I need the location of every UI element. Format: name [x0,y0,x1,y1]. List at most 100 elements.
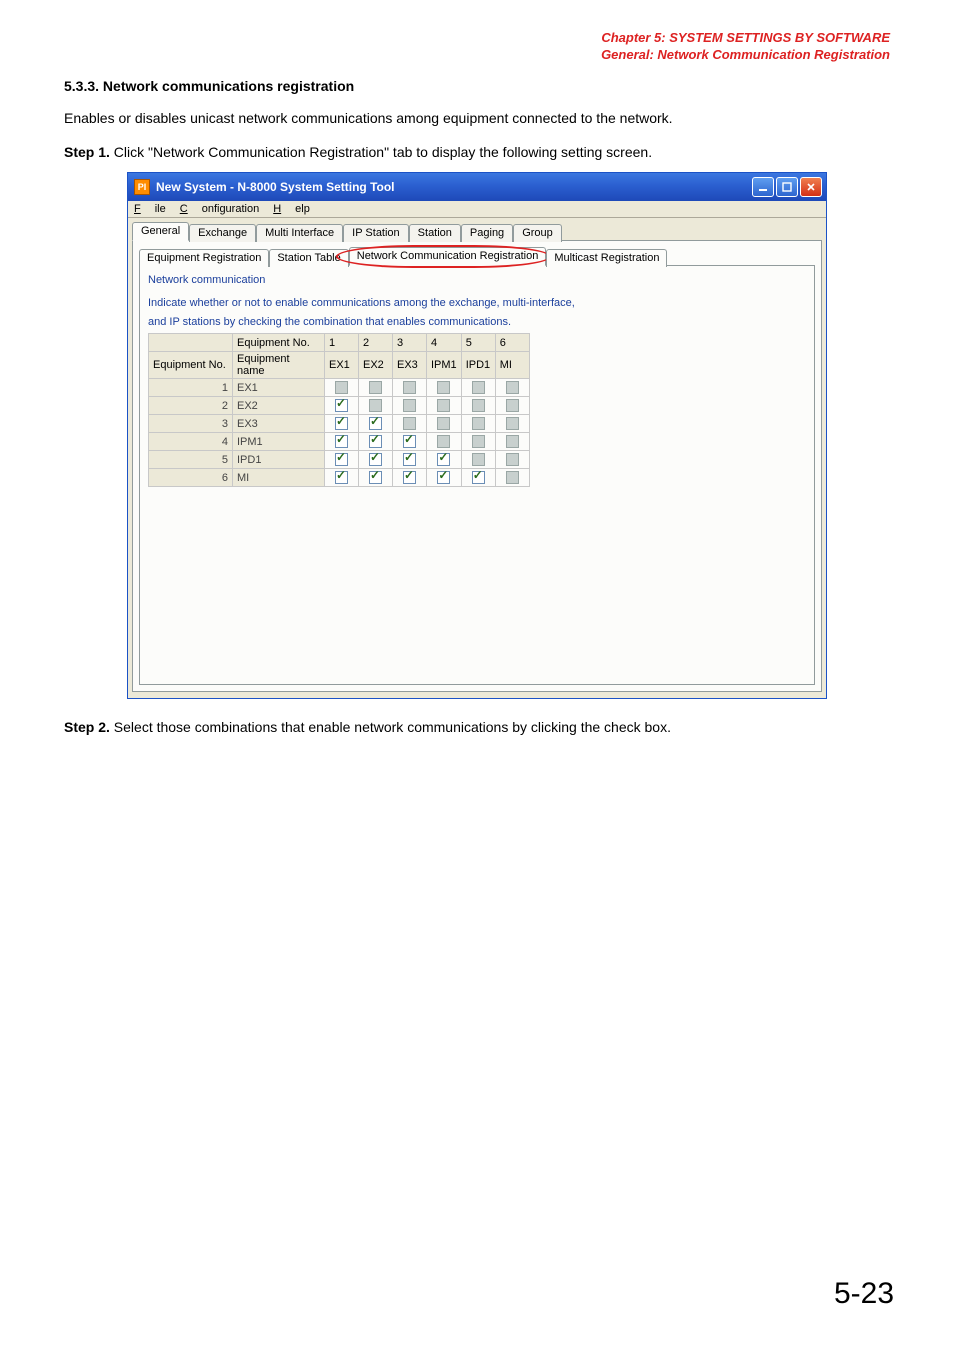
window-close-button[interactable] [800,177,822,197]
checkbox [472,417,485,430]
checkbox[interactable] [335,399,348,412]
checkbox [403,381,416,394]
cell-ex1-ipm1 [427,379,462,397]
table-row: 5IPD1 [149,451,530,469]
tab-multi-interface[interactable]: Multi Interface [256,224,343,242]
checkbox[interactable] [403,453,416,466]
cell-ex3-ex3 [393,415,427,433]
th-top-left-label: Equipment No. [233,334,325,352]
tab-exchange[interactable]: Exchange [189,224,256,242]
menu-configuration[interactable]: Configuration [180,203,259,215]
row-name: IPD1 [233,451,325,469]
menu-help[interactable]: Help [273,203,310,215]
checkbox [472,399,485,412]
th-row-header-no: Equipment No. [149,352,233,379]
inner-tabpanel: Network communication Indicate whether o… [139,265,815,685]
row-name: MI [233,469,325,487]
checkbox[interactable] [369,435,382,448]
step-2-text: Select those combinations that enable ne… [114,719,671,735]
checkbox [506,381,519,394]
titlebar[interactable]: PI New System - N-8000 System Setting To… [128,173,826,201]
window-title: New System - N-8000 System Setting Tool [156,180,752,194]
cell-mi-ex2 [359,469,393,487]
window-maximize-button[interactable] [776,177,798,197]
subtab-station-table[interactable]: Station Table [269,249,348,267]
checkbox[interactable] [369,471,382,484]
checkbox [403,399,416,412]
checkbox[interactable] [335,417,348,430]
checkbox [506,471,519,484]
checkbox[interactable] [369,417,382,430]
checkbox [472,453,485,466]
tab-ip-station[interactable]: IP Station [343,224,409,242]
outer-tabstrip: GeneralExchangeMulti InterfaceIP Station… [132,222,822,241]
table-row: 6MI [149,469,530,487]
th-col-name-ex1: EX1 [325,352,359,379]
chapter-line2: General: Network Communication Registrat… [64,47,890,64]
tab-station[interactable]: Station [409,224,461,242]
step-2-label: Step 2. [64,719,110,735]
cell-ipm1-ipm1 [427,433,462,451]
explain-line2: and IP stations by checking the combinat… [148,315,806,330]
menubar: File Configuration Help [128,201,826,218]
cell-ipd1-ipd1 [461,451,495,469]
row-no: 2 [149,397,233,415]
checkbox[interactable] [403,471,416,484]
cell-ex1-ex1 [325,379,359,397]
cell-ipd1-ex3 [393,451,427,469]
tab-general[interactable]: General [132,222,189,241]
th-col-name-mi: MI [495,352,529,379]
th-col-number-4: 4 [427,334,462,352]
table-row: 4IPM1 [149,433,530,451]
network-communication-table: Equipment No.123456Equipment No.Equipmen… [148,333,530,487]
checkbox[interactable] [335,435,348,448]
row-no: 1 [149,379,233,397]
th-col-number-6: 6 [495,334,529,352]
checkbox[interactable] [437,471,450,484]
th-col-number-2: 2 [359,334,393,352]
checkbox[interactable] [335,471,348,484]
cell-mi-ex3 [393,469,427,487]
th-col-name-ipd1: IPD1 [461,352,495,379]
checkbox [506,417,519,430]
cell-ex3-ipm1 [427,415,462,433]
cell-ex2-ex2 [359,397,393,415]
row-name: EX1 [233,379,325,397]
step-1: Step 1. Click "Network Communication Reg… [64,144,890,160]
tab-group[interactable]: Group [513,224,562,242]
subtab-equipment-registration[interactable]: Equipment Registration [139,249,269,267]
step-2: Step 2. Select those combinations that e… [64,719,890,735]
chapter-header: Chapter 5: SYSTEM SETTINGS BY SOFTWARE G… [64,30,890,64]
window-minimize-button[interactable] [752,177,774,197]
cell-ex3-ipd1 [461,415,495,433]
cell-ex1-ex3 [393,379,427,397]
checkbox[interactable] [369,453,382,466]
cell-ex2-ipm1 [427,397,462,415]
checkbox [437,381,450,394]
app-window: PI New System - N-8000 System Setting To… [127,172,827,699]
checkbox [403,417,416,430]
cell-ex1-mi [495,379,529,397]
th-col-name-ex3: EX3 [393,352,427,379]
table-row: 1EX1 [149,379,530,397]
cell-ipm1-ex3 [393,433,427,451]
page-number: 5-23 [834,1277,894,1311]
checkbox[interactable] [437,453,450,466]
checkbox[interactable] [335,453,348,466]
cell-ex2-ex3 [393,397,427,415]
menu-file[interactable]: File [134,203,166,215]
step-1-text: Click "Network Communication Registratio… [114,144,652,160]
row-no: 5 [149,451,233,469]
checkbox [335,381,348,394]
outer-tabpanel: Equipment RegistrationStation TableNetwo… [132,240,822,692]
step-1-label: Step 1. [64,144,110,160]
cell-ex1-ex2 [359,379,393,397]
checkbox[interactable] [472,471,485,484]
cell-ipm1-ex2 [359,433,393,451]
tab-paging[interactable]: Paging [461,224,513,242]
checkbox[interactable] [403,435,416,448]
subtab-multicast-registration[interactable]: Multicast Registration [546,249,667,267]
th-col-number-1: 1 [325,334,359,352]
subtab-network-communication-registration[interactable]: Network Communication Registration [349,247,547,266]
checkbox [437,399,450,412]
